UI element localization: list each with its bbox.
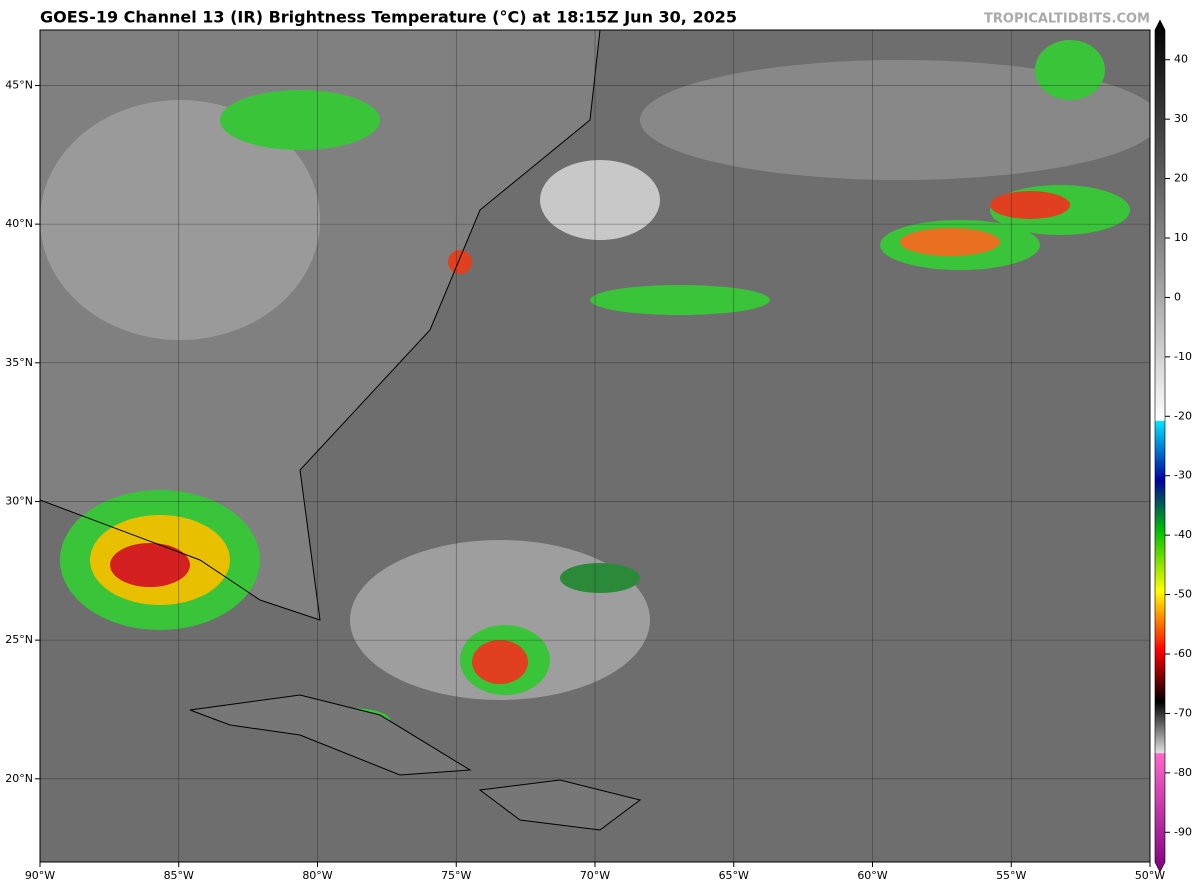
storm (590, 285, 770, 315)
colorbar-tick-label: -40 (1174, 528, 1192, 541)
colorbar-tick-label: -50 (1174, 588, 1192, 601)
x-tick-label: 60°W (857, 869, 887, 882)
storm (110, 543, 190, 587)
storm (1035, 40, 1105, 100)
cloud (640, 60, 1150, 180)
x-tick-label: 65°W (719, 869, 749, 882)
credit: TROPICALTIDBITS.COM (984, 12, 1150, 27)
satellite-image (40, 30, 1150, 862)
y-tick-label: 30°N (5, 494, 33, 507)
colorbar (1154, 19, 1166, 873)
y-tick-label: 40°N (5, 217, 33, 230)
colorbar-tick-label: 0 (1174, 290, 1181, 303)
storm (990, 191, 1070, 219)
y-tick-label: 45°N (5, 78, 33, 91)
x-tick-label: 75°W (441, 869, 471, 882)
x-tick-label: 55°W (996, 869, 1026, 882)
colorbar-tick-label: -80 (1174, 766, 1192, 779)
colorbar-tick-label: -20 (1174, 409, 1192, 422)
cloud (40, 100, 320, 340)
storm (900, 228, 1000, 256)
x-tick-label: 70°W (580, 869, 610, 882)
x-tick-label: 50°W (1135, 869, 1165, 882)
y-tick-label: 35°N (5, 356, 33, 369)
island (189, 694, 472, 776)
storm (560, 563, 640, 593)
storm (220, 90, 380, 150)
colorbar-tick-label: 20 (1174, 172, 1188, 185)
colorbar-tick-label: -70 (1174, 706, 1192, 719)
x-tick-label: 90°W (25, 869, 55, 882)
axes: 90°W 85°W 80°W 75°W 70°W 65°W 60°W 55°W 50°W 20°N… (5, 53, 1192, 882)
colorbar-tick-label: -60 (1174, 647, 1192, 660)
storm (472, 640, 528, 684)
grid (40, 30, 1150, 862)
island (478, 779, 642, 831)
colorbar-tick-label: 30 (1174, 112, 1188, 125)
x-tick-label: 80°W (302, 869, 332, 882)
storm (448, 250, 472, 274)
colorbar-tick-label: -30 (1174, 469, 1192, 482)
colorbar-tick-label: 40 (1174, 53, 1188, 66)
colorbar-tick-label: -90 (1174, 825, 1192, 838)
y-tick-label: 25°N (5, 633, 33, 646)
colorbar-tick-label: 10 (1174, 231, 1188, 244)
cloud (540, 160, 660, 240)
colorbar-tick-label: -10 (1174, 350, 1192, 363)
x-tick-label: 85°W (164, 869, 194, 882)
y-tick-label: 20°N (5, 772, 33, 785)
title: GOES-19 Channel 13 (IR) Brightness Tempe… (40, 8, 737, 27)
